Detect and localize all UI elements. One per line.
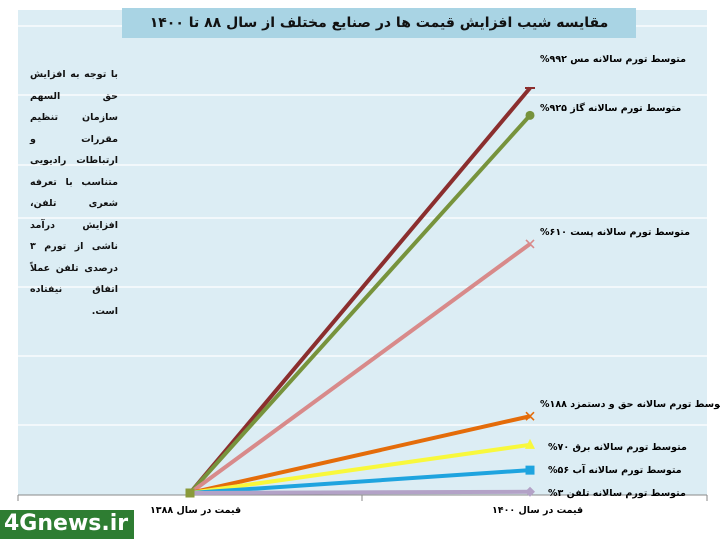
series-line-6 (189, 489, 531, 495)
origin-marker (185, 488, 195, 498)
series-end-marker-2 (525, 239, 535, 249)
series-line-5 (189, 468, 531, 495)
series-lines (188, 86, 532, 495)
series-end-marker-5 (525, 465, 535, 475)
site-watermark: 4Gnews.ir (0, 510, 135, 539)
series-end-marker-6 (525, 486, 535, 497)
series-line-4 (189, 442, 531, 495)
series-label-1: متوسط تورم سالانه گاز ۹۲۵% (540, 103, 682, 114)
series-end-marker-3 (525, 411, 535, 421)
plot-area (18, 10, 707, 495)
series-label-0: متوسط تورم سالانه مس ۹۹۲% (540, 54, 686, 65)
markers (185, 87, 535, 498)
x-tick-label-end: قیمت در سال ۱۴۰۰ (492, 505, 584, 516)
series-line-2 (188, 242, 532, 495)
series-label-6: متوسط تورم سالانه تلفن ۳% (548, 488, 686, 499)
series-label-2: متوسط تورم سالانه پست ۶۱۰% (540, 227, 690, 238)
series-label-3: متوسط تورم سالانه حق و دستمزد ۱۸۸% (540, 399, 720, 410)
series-line-3 (189, 414, 531, 495)
series-end-marker-4 (525, 438, 535, 449)
series-label-4: متوسط تورم سالانه برق ۷۰% (548, 442, 687, 453)
series-line-1 (188, 114, 532, 495)
series-label-5: متوسط تورم سالانه آب ۵۶% (548, 465, 682, 476)
x-tick-label-start: قیمت در سال ۱۳۸۸ (150, 505, 242, 516)
chart-title: مقایسه شیب افزایش قیمت ها در صنایع مختلف… (122, 8, 636, 38)
series-line-0 (188, 86, 532, 495)
annotation-text: با توجه به افزایش حق السهم سازمان تنظیم … (30, 69, 118, 317)
series-end-marker-1 (525, 110, 535, 120)
